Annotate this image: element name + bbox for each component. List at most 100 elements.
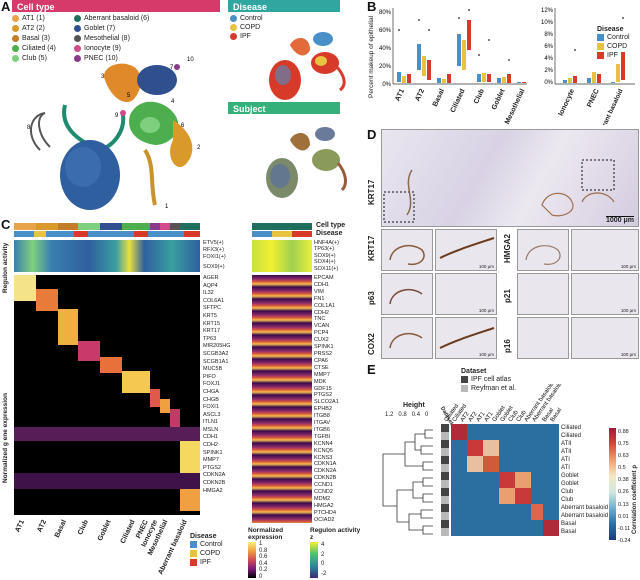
c-xcat-2: Basal bbox=[54, 519, 69, 539]
d-overview-label: KRT17 bbox=[367, 179, 376, 205]
cluster-label-10: 10 bbox=[187, 57, 194, 63]
umap-subject bbox=[266, 127, 347, 198]
e-legend-reyfman: Reyfman et al. bbox=[461, 384, 516, 393]
d-p16-a bbox=[517, 317, 569, 359]
d-stain-left-2: COX2 bbox=[367, 333, 376, 355]
c-reg-legend: Regulon activity z 4 2 0 -2 bbox=[310, 527, 361, 578]
b-legend-control: Control bbox=[597, 33, 630, 42]
b-right-tick-6: 0% bbox=[544, 80, 553, 86]
b-left-tick-4: 0% bbox=[382, 82, 391, 88]
d-stain-left-1: p63 bbox=[367, 291, 376, 305]
legend-basal: Basal (3) bbox=[12, 34, 74, 43]
c-norm-legend: Normalized expression 1 0.8 0.6 0.4 0.2 0 bbox=[248, 527, 304, 580]
e-height-label: Height bbox=[403, 402, 425, 409]
b-right-tick-1: 10% bbox=[541, 20, 554, 26]
legend-control: Control bbox=[230, 14, 263, 23]
e-col-4: AT2 bbox=[468, 411, 479, 424]
b-legend-copd: COPD bbox=[597, 42, 630, 51]
b-left-tick-0: 80% bbox=[379, 10, 392, 16]
umap-cell-type: 1 2 3 4 5 6 7 8 9 10 bbox=[27, 57, 201, 210]
e-col-6: AT1 bbox=[484, 411, 495, 424]
c-xcat-1: AT2 bbox=[36, 519, 49, 534]
c-legend-reg-title: Regulon activity z bbox=[310, 527, 361, 541]
disease-legend: Control COPD IPF bbox=[230, 14, 263, 41]
c-annotation-bars-right bbox=[252, 223, 312, 237]
c-row-title-disease: Disease bbox=[316, 230, 343, 237]
d-stain-right-0: HMGA2 bbox=[503, 234, 512, 263]
cluster-label-3: 3 bbox=[101, 74, 105, 80]
c-gene-heatmap bbox=[14, 275, 200, 515]
d-stain-left-0: KRT17 bbox=[367, 235, 376, 261]
b-disease-legend: Disease Control COPD IPF bbox=[597, 26, 630, 60]
e-col-5: AT1 bbox=[476, 411, 487, 424]
c-legend-norm-title: Normalized expression bbox=[248, 527, 284, 541]
c-regulons-left: ETV5(+) RFX3(+) FOXI1(+) SOX9(+) bbox=[203, 240, 226, 270]
cluster-label-5: 5 bbox=[127, 93, 131, 99]
e-dendrogram bbox=[382, 429, 433, 535]
cluster-label-1: 1 bbox=[165, 204, 169, 210]
panel-b: B Percent makeup of epithelial 80% 60% 4… bbox=[365, 0, 640, 125]
b-right-tick-5: 2% bbox=[544, 68, 553, 74]
c-xcat-4: Goblet bbox=[96, 519, 113, 543]
c-xcat-5: Ciliated bbox=[119, 519, 137, 545]
panel-e-label: E bbox=[367, 362, 376, 377]
cluster-label-4: 4 bbox=[171, 99, 175, 105]
b-legend-ipf: IPF bbox=[597, 51, 630, 60]
d-p21-b: 100 μm bbox=[571, 273, 639, 315]
e-height-ticks: 1.2 0.8 0.4 0 bbox=[385, 412, 429, 418]
e-dataset-legend: Dataset IPF cell atlas Reyfman et al. bbox=[461, 368, 516, 393]
panel-b-label: B bbox=[367, 0, 377, 14]
c-regulon-heatmap bbox=[14, 240, 200, 272]
panel-d-label: D bbox=[367, 127, 377, 142]
e-legend-ipf-atlas: IPF cell atlas bbox=[461, 375, 516, 384]
e-col-labels-svg: Ciliated Ciliated AT2 AT2 AT1 AT1 Goblet… bbox=[444, 384, 564, 424]
c-disease-legend: Disease Control COPD IPF bbox=[190, 533, 223, 567]
panel-d: D KRT17 1000 μm KRT17 p63 100 μm 100 μm … bbox=[365, 125, 640, 315]
d-cox2-a bbox=[381, 317, 433, 359]
d-scale-p16: 100 μm bbox=[620, 352, 636, 357]
c-annotation-bars bbox=[14, 223, 200, 237]
legend-at1: AT1 (1) bbox=[12, 14, 74, 23]
c-zoom-regulon bbox=[252, 240, 312, 272]
panel-a-label: A bbox=[1, 0, 11, 14]
legend-at2: AT2 (2) bbox=[12, 24, 74, 33]
cluster-label-9: 9 bbox=[115, 113, 119, 119]
d-hmga2-b: 100 μm bbox=[571, 229, 639, 271]
d-scale-p63: 100 μm bbox=[478, 308, 494, 313]
e-col-3: AT2 bbox=[460, 411, 471, 424]
cluster-label-7: 7 bbox=[170, 65, 174, 71]
legend-ciliated: Ciliated (4) bbox=[12, 44, 74, 53]
d-overview-image: 1000 μm bbox=[381, 129, 639, 227]
b-right-tick-0: 12% bbox=[541, 8, 554, 14]
d-hmga2-a bbox=[517, 229, 569, 271]
panel-d-lower: COX2 100 μm p16 100 μm bbox=[365, 315, 640, 361]
b-right-boxplot: 12% 10% 8% 6% 4% 2% 0% bbox=[541, 8, 635, 86]
legend-mesothelial: Mesothelial (8) bbox=[74, 34, 174, 43]
umap-disease bbox=[269, 32, 346, 100]
legend-goblet: Goblet (7) bbox=[74, 24, 174, 33]
d-scale-krt17: 100 μm bbox=[478, 264, 494, 269]
d-stain-right-1: p21 bbox=[503, 289, 512, 303]
c-regulon-label: Regulon activity bbox=[2, 242, 9, 293]
d-p21-a bbox=[517, 273, 569, 315]
legend-ipf: IPF bbox=[230, 32, 263, 41]
e-colorbar bbox=[609, 428, 616, 540]
c-xcat-3: Club bbox=[77, 519, 91, 537]
cluster-label-8: 8 bbox=[27, 125, 31, 131]
c-xcat-0: AT1 bbox=[14, 519, 27, 534]
legend-club: Club (5) bbox=[12, 54, 74, 63]
d-krt17-a bbox=[381, 229, 433, 271]
c-zoom-gene bbox=[252, 275, 312, 523]
subject-header: Subject bbox=[228, 102, 340, 114]
panel-a: A Cell type AT1 (1) AT2 (2) Basal (3) Ci… bbox=[0, 0, 365, 215]
c-legend-copd: COPD bbox=[190, 549, 223, 558]
c-regulons-right: HNF4A(+) TP63(+) SOX9(+) SOX4(+) SOX11(+) bbox=[314, 240, 339, 272]
c-norm-colorbar bbox=[248, 542, 256, 578]
b-left-boxplot: 80% 60% 40% 20% 0% bbox=[379, 8, 527, 88]
e-colorbar-title: Correlation coefficient ρ bbox=[632, 464, 638, 534]
c-legend-ipf: IPF bbox=[190, 558, 223, 567]
d-scale-hmga2: 100 μm bbox=[620, 264, 636, 269]
b-right-tick-2: 8% bbox=[544, 32, 553, 38]
e-dataset-title: Dataset bbox=[461, 368, 487, 375]
e-correlation-heatmap bbox=[441, 424, 559, 536]
